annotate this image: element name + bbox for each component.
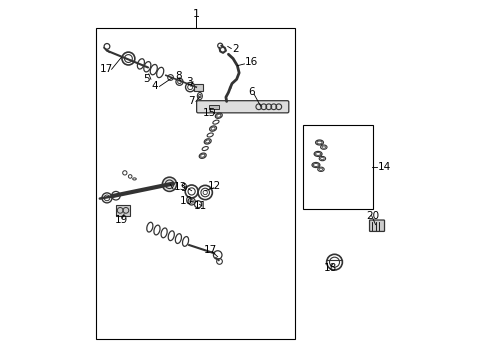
Circle shape (162, 177, 176, 192)
Bar (116, 205, 130, 216)
Text: 17: 17 (100, 64, 113, 74)
Text: 10: 10 (179, 197, 192, 206)
Text: 15: 15 (203, 108, 216, 118)
Bar (303, 125, 372, 208)
Text: 19: 19 (115, 215, 128, 225)
Text: 1: 1 (192, 9, 200, 19)
FancyBboxPatch shape (369, 220, 384, 231)
Text: 13: 13 (173, 182, 186, 192)
Bar (208, 105, 219, 109)
Text: 14: 14 (377, 162, 390, 172)
FancyBboxPatch shape (196, 101, 288, 113)
Text: 2: 2 (231, 44, 238, 54)
Text: 18: 18 (323, 262, 336, 273)
Text: 7: 7 (188, 96, 195, 107)
Text: 8: 8 (175, 71, 181, 81)
Text: 6: 6 (247, 87, 254, 98)
Bar (96, 28, 294, 339)
Text: 11: 11 (193, 201, 206, 211)
Text: 12: 12 (207, 181, 221, 192)
Bar (193, 84, 203, 91)
Text: 16: 16 (244, 57, 258, 67)
Text: 9: 9 (180, 183, 186, 193)
Text: 3: 3 (185, 77, 192, 87)
Text: 5: 5 (142, 74, 149, 84)
Text: 17: 17 (203, 246, 216, 255)
Text: 20: 20 (366, 211, 379, 221)
Text: 4: 4 (151, 81, 158, 91)
